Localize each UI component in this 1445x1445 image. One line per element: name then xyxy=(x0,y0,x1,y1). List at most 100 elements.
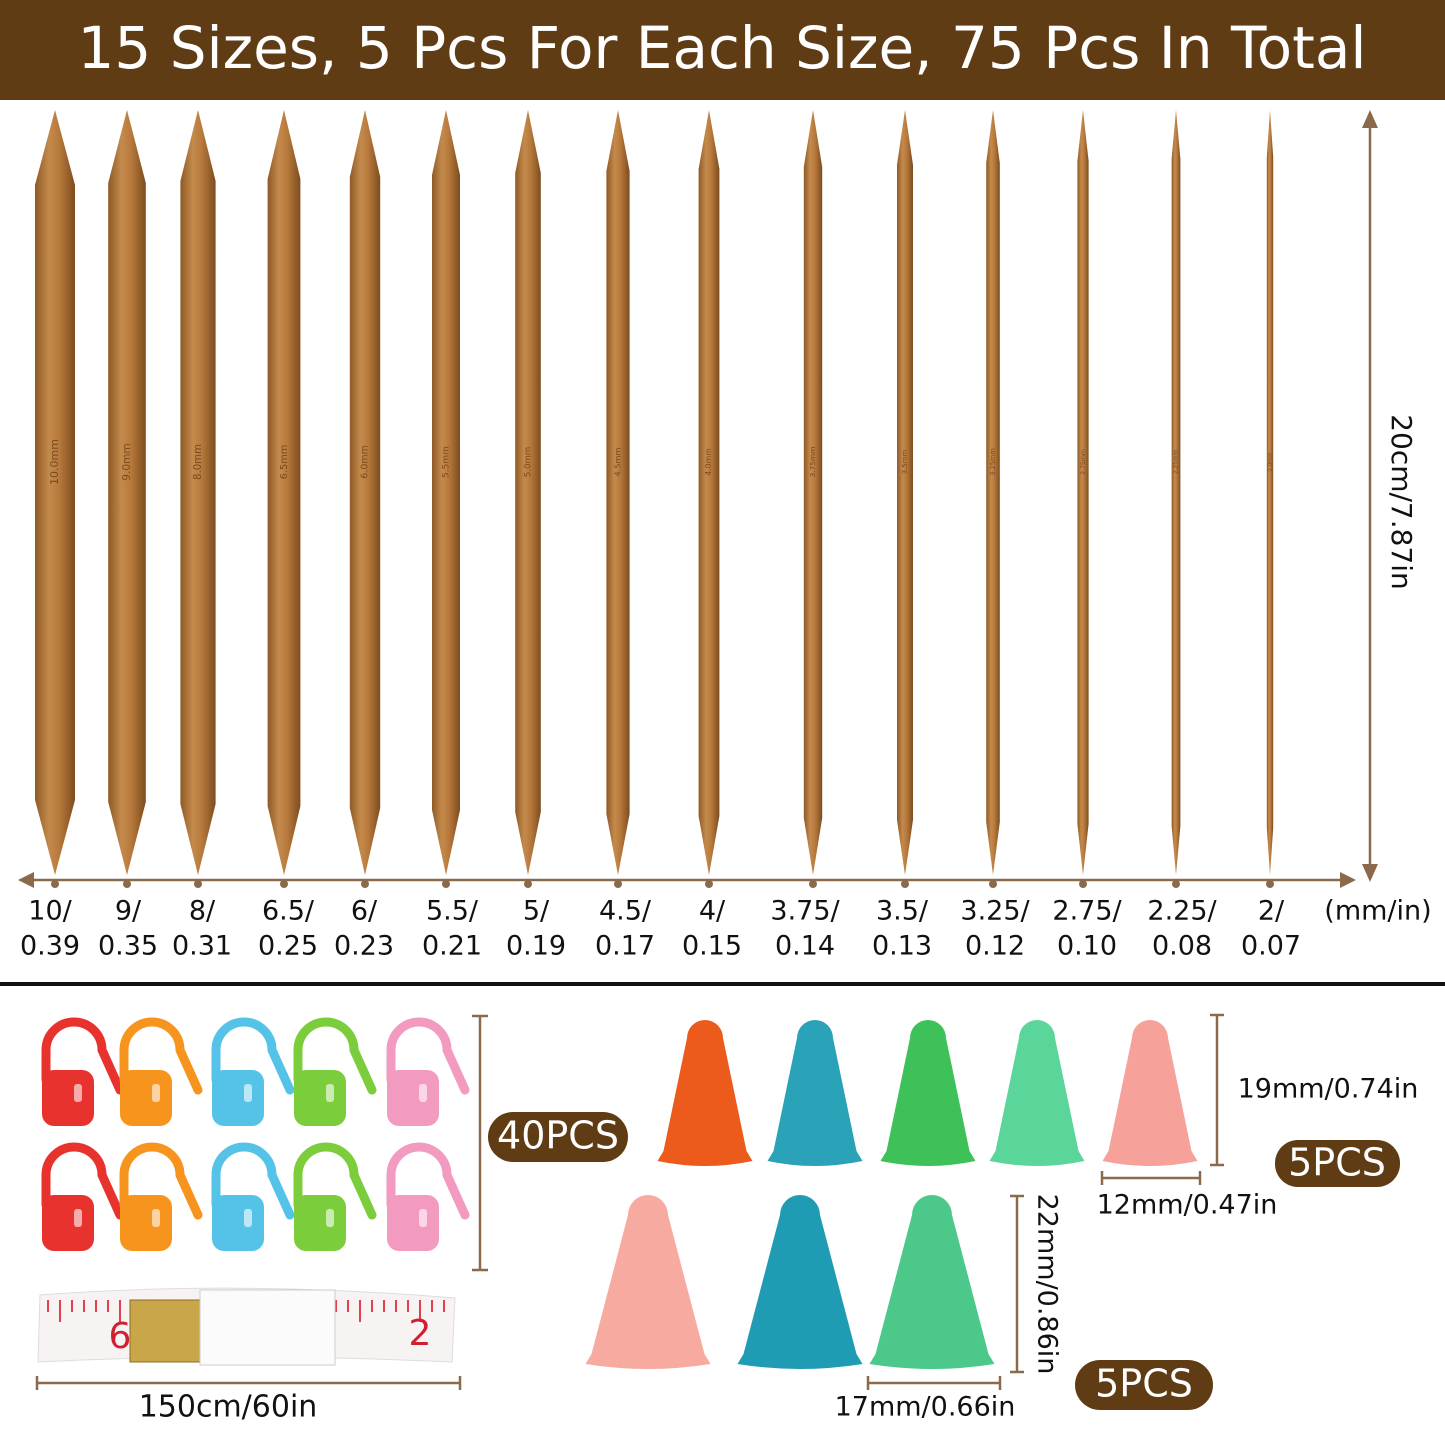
needle xyxy=(606,110,630,875)
small-width: 12mm/0.47in xyxy=(1097,1190,1278,1221)
tape-clip xyxy=(129,1299,201,1363)
needle xyxy=(432,110,460,875)
dimension-line xyxy=(866,1376,1002,1390)
size-mm: 3.75/ xyxy=(770,896,840,927)
protector xyxy=(585,1195,711,1369)
marker-loop xyxy=(119,1142,203,1220)
marker-slot xyxy=(244,1209,252,1227)
marker-body xyxy=(212,1195,264,1251)
marker-count: 40PCS xyxy=(497,1114,619,1158)
size-mm: 3.25/ xyxy=(960,896,1030,927)
tape-length: 150cm/60in xyxy=(139,1390,318,1425)
needle-engraving: 3.25mm xyxy=(989,448,997,476)
size-in: 0.35 xyxy=(98,931,158,962)
size-mm: 2.25/ xyxy=(1147,896,1217,927)
marker-body xyxy=(294,1070,346,1126)
size-in: 0.39 xyxy=(20,931,80,962)
header-bar xyxy=(0,0,1445,100)
size-mm: 5.5/ xyxy=(426,896,479,927)
badge xyxy=(1075,1360,1213,1410)
size-mm: 2.75/ xyxy=(1052,896,1122,927)
small-height: 19mm/0.74in xyxy=(1238,1074,1419,1105)
marker-body xyxy=(294,1195,346,1251)
needle-engraving: 10.0mm xyxy=(48,439,61,485)
needle-engraving: 8.0mm xyxy=(193,444,204,480)
needle-engraving: 4.5mm xyxy=(613,447,623,476)
marker-slot xyxy=(74,1084,82,1102)
marker-loop xyxy=(293,1142,377,1220)
marker-loop xyxy=(293,1017,377,1095)
marker-slot xyxy=(419,1084,427,1102)
marker-loop xyxy=(41,1017,125,1095)
size-mm: 4/ xyxy=(699,896,726,927)
needle-engraving: 2.75mm xyxy=(1080,449,1087,475)
size-in: 0.25 xyxy=(258,931,318,962)
tape-measure: 6 2 xyxy=(37,1287,456,1366)
size-in: 0.13 xyxy=(872,931,932,962)
size-mm: 2/ xyxy=(1258,896,1285,927)
size-dot xyxy=(989,880,997,888)
marker-slot xyxy=(244,1084,252,1102)
size-dot xyxy=(442,880,450,888)
dimension-line xyxy=(1210,1013,1224,1167)
needle-engraving: 4.0mm xyxy=(704,448,713,476)
marker-body xyxy=(212,1070,264,1126)
marker-loop xyxy=(386,1142,470,1220)
size-in: 0.23 xyxy=(334,931,394,962)
needle-engraving: 2.25mm xyxy=(1174,450,1180,475)
size-dot xyxy=(1266,880,1274,888)
large-count: 5PCS xyxy=(1095,1362,1193,1406)
size-dot xyxy=(705,880,713,888)
needle-engraving: 3.75mm xyxy=(808,447,817,478)
size-mm: 6.5/ xyxy=(262,896,315,927)
size-in: 0.21 xyxy=(422,931,482,962)
title: 15 Sizes, 5 Pcs For Each Size, 75 Pcs In… xyxy=(77,14,1366,82)
size-dot xyxy=(1079,880,1087,888)
needle xyxy=(803,110,823,875)
protector xyxy=(657,1020,753,1166)
needle-engraving: 6.5mm xyxy=(279,445,290,480)
marker-slot xyxy=(152,1209,160,1227)
size-dot xyxy=(1172,880,1180,888)
size-in: 0.07 xyxy=(1241,931,1301,962)
needle xyxy=(267,110,301,875)
needle xyxy=(1171,110,1181,875)
dimension-line xyxy=(1010,1194,1024,1374)
dimension-line xyxy=(1100,1171,1202,1185)
size-dot xyxy=(51,880,59,888)
size-dot xyxy=(809,880,817,888)
marker-loop xyxy=(211,1017,295,1095)
badge xyxy=(1275,1140,1400,1187)
marker-body xyxy=(120,1195,172,1251)
needle xyxy=(35,110,75,875)
size-mm: 9/ xyxy=(115,896,142,927)
protector xyxy=(880,1020,976,1166)
tape-ticks xyxy=(47,1300,445,1322)
needle xyxy=(986,110,1000,875)
size-dot xyxy=(901,880,909,888)
length-label: 20cm/7.87in xyxy=(1385,414,1418,590)
unit-label: (mm/in) xyxy=(1324,896,1431,927)
size-dot xyxy=(280,880,288,888)
size-dot xyxy=(123,880,131,888)
needle xyxy=(1077,110,1089,875)
protector xyxy=(869,1195,995,1369)
marker-slot xyxy=(326,1209,334,1227)
marker-slot xyxy=(419,1209,427,1227)
large-width: 17mm/0.66in xyxy=(835,1392,1016,1423)
needle xyxy=(515,110,541,875)
protector xyxy=(767,1020,863,1166)
point-protectors xyxy=(585,1020,1198,1369)
marker-slot xyxy=(74,1209,82,1227)
needles: 10.0mm 10/0.39 9.0mm 9/0.35 8.0mm 8/0.31 6.5mm… xyxy=(20,110,1301,962)
marker-body xyxy=(42,1070,94,1126)
badge xyxy=(488,1112,628,1162)
protector xyxy=(989,1020,1085,1166)
size-in: 0.08 xyxy=(1152,931,1212,962)
size-in: 0.10 xyxy=(1057,931,1117,962)
size-mm: 3.5/ xyxy=(876,896,929,927)
needle xyxy=(897,110,913,875)
size-in: 0.14 xyxy=(775,931,835,962)
